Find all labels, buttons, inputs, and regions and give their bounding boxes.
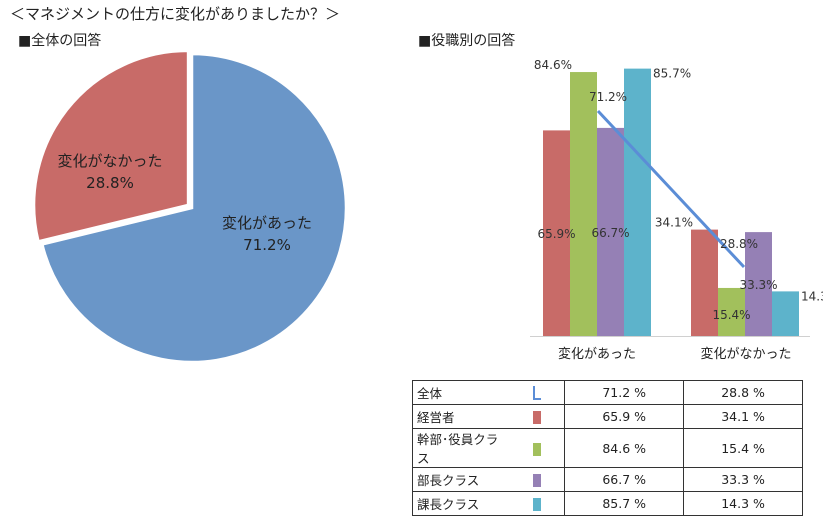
pie-slice-label: 変化があった bbox=[222, 214, 312, 232]
legend-swatch-icon bbox=[533, 411, 542, 424]
overall-line bbox=[596, 109, 746, 269]
bar bbox=[624, 68, 651, 336]
table-cell-changed: 84.6 % bbox=[564, 428, 685, 468]
legend-swatch-cell bbox=[510, 491, 566, 516]
bar bbox=[772, 291, 799, 336]
page-title: ＜マネジメントの仕方に変化がありましたか？＞ bbox=[10, 5, 341, 23]
bar-value-label: 65.9% bbox=[537, 227, 575, 241]
table-cell-changed: 85.7 % bbox=[564, 491, 685, 516]
table-cell-unchanged: 14.3 % bbox=[683, 491, 803, 516]
pie-slice bbox=[40, 52, 348, 364]
legend-swatch-cell bbox=[510, 380, 566, 405]
legend-swatch-cell bbox=[510, 467, 566, 492]
x-tick-label: 変化があった bbox=[558, 346, 636, 362]
pie-slice-value: 71.2% bbox=[243, 236, 291, 254]
legend-swatch-cell bbox=[510, 404, 566, 429]
line-value-label: 71.2% bbox=[589, 90, 627, 104]
legend-swatch-icon bbox=[533, 442, 542, 456]
legend-line-icon bbox=[533, 386, 542, 401]
bar bbox=[570, 72, 597, 336]
table-cell-changed: 65.9 % bbox=[564, 404, 685, 429]
bar bbox=[718, 287, 745, 336]
table-cell-changed: 66.7 % bbox=[564, 467, 685, 492]
bar-value-label: 14.3% bbox=[801, 289, 823, 303]
data-table: 全体 71.2 % 28.8 % 経営者 65.9 % 34.1 % 幹部･役員クラス 84.… bbox=[412, 380, 803, 516]
bar-value-label: 85.7% bbox=[653, 67, 691, 81]
table-row-label: 幹部･役員クラス bbox=[412, 428, 511, 468]
table-cell-unchanged: 33.3 % bbox=[683, 467, 803, 492]
bar bbox=[543, 130, 570, 336]
x-tick-label: 変化がなかった bbox=[700, 346, 791, 362]
table-cell-changed: 71.2 % bbox=[564, 380, 685, 405]
bar bbox=[597, 127, 624, 336]
bar bbox=[745, 232, 772, 336]
pie-slice-label: 変化がなかった bbox=[57, 152, 162, 170]
table-row: 部長クラス 66.7 % 33.3 % bbox=[412, 467, 803, 492]
table-cell-unchanged: 28.8 % bbox=[683, 380, 803, 405]
table-cell-unchanged: 34.1 % bbox=[683, 404, 803, 429]
pie-slice bbox=[32, 49, 190, 243]
bar-heading: ■役職別の回答 bbox=[418, 33, 516, 49]
table-cell-unchanged: 15.4 % bbox=[683, 428, 803, 468]
table-row: 幹部･役員クラス 84.6 % 15.4 % bbox=[412, 428, 803, 468]
legend-swatch-icon bbox=[533, 498, 542, 511]
table-row: 経営者 65.9 % 34.1 % bbox=[412, 404, 803, 429]
table-row-label: 課長クラス bbox=[412, 491, 511, 516]
bar-value-label: 15.4% bbox=[712, 308, 750, 322]
bar-value-label: 66.7% bbox=[591, 226, 629, 240]
line-value-label: 28.8% bbox=[720, 237, 758, 251]
table-row-label: 経営者 bbox=[412, 404, 511, 429]
table-row: 全体 71.2 % 28.8 % bbox=[412, 380, 803, 405]
pie-slice-value: 28.8% bbox=[86, 174, 134, 192]
table-row-label: 全体 bbox=[412, 380, 511, 405]
legend-swatch-cell bbox=[510, 428, 566, 468]
legend-swatch-icon bbox=[533, 474, 542, 487]
table-row-label: 部長クラス bbox=[412, 467, 511, 492]
bar-value-label: 84.6% bbox=[534, 58, 572, 72]
bar-value-label: 34.1% bbox=[655, 216, 693, 230]
table-row: 課長クラス 85.7 % 14.3 % bbox=[412, 491, 803, 516]
bar-value-label: 33.3% bbox=[739, 278, 777, 292]
pie-heading: ■全体の回答 bbox=[18, 33, 102, 49]
bar bbox=[691, 229, 718, 336]
